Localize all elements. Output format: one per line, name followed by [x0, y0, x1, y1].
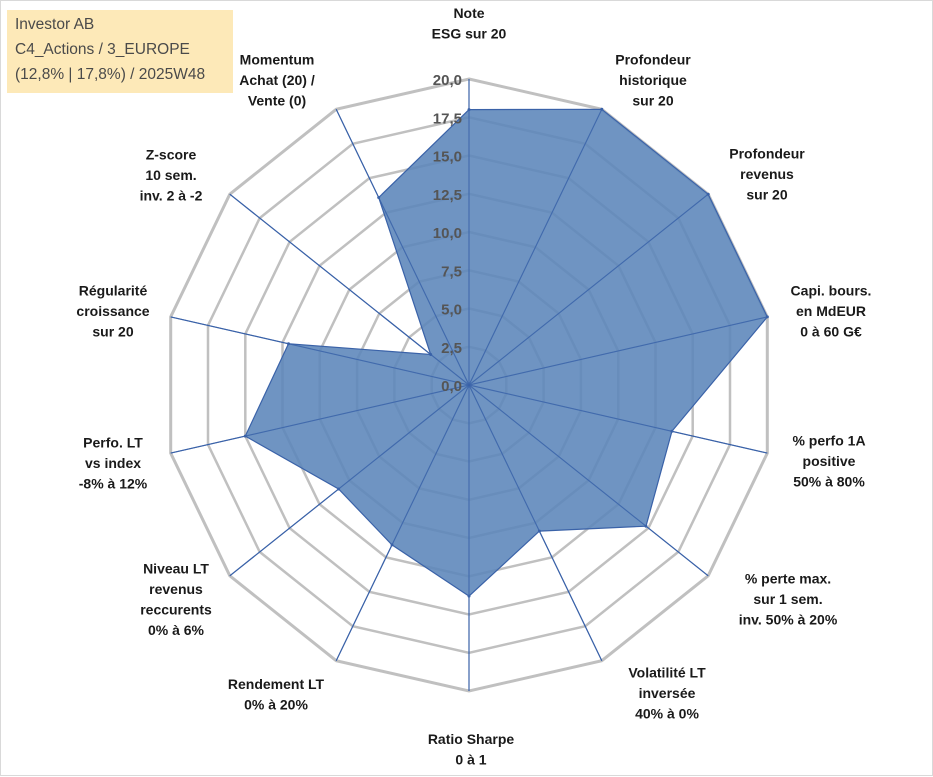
company-name: Investor AB	[15, 16, 95, 33]
axis-label-5: % perte max. sur 1 sem. inv. 50% à 20%	[739, 571, 838, 628]
axis-label-13-line-1: Achat (20) /	[239, 72, 315, 88]
series-area	[244, 108, 769, 597]
spoke-overlay-1	[468, 109, 603, 386]
spoke-overlay-5	[468, 384, 709, 577]
spoke-overlay-10	[170, 384, 470, 454]
spoke-overlay-4	[468, 384, 768, 454]
axis-label-13: Momentum Achat (20) / Vente (0)	[239, 52, 315, 109]
spoke-overlay-13	[335, 109, 470, 386]
axis-label-3-line-0: Capi. bours.	[791, 283, 872, 299]
axis-label-12-line-1: 10 sem.	[145, 167, 196, 183]
tick-label-layer: 0,0 2,5 5,0 7,5 10,0 12,5 15,0 17,5 20,0	[433, 72, 462, 395]
axis-label-6-line-2: 40% à 0%	[635, 706, 699, 722]
series-layer	[243, 107, 769, 598]
tick-label-5: 12,5	[433, 187, 462, 204]
tick-label-7: 17,5	[433, 110, 462, 127]
period-label: (12,8% | 17,8%) / 2025W48	[15, 66, 206, 83]
axis-label-1: Profondeur historique sur 20	[615, 52, 691, 109]
tick-label-4: 10,0	[433, 225, 462, 242]
axis-label-9-line-1: revenus	[149, 581, 203, 597]
axis-label-13-line-2: Vente (0)	[248, 93, 306, 109]
tick-label-6: 15,0	[433, 149, 462, 166]
spoke-overlay-12	[229, 193, 470, 386]
axis-label-13-line-0: Momentum	[240, 52, 315, 68]
axis-label-10-line-2: -8% à 12%	[79, 476, 148, 492]
axis-label-8-line-1: 0% à 20%	[244, 696, 308, 712]
axis-label-layer: Note ESG sur 20 Profondeur historique sur 20…	[76, 5, 872, 768]
spoke-overlay-11	[170, 316, 470, 386]
spoke-overlay-6	[468, 384, 603, 661]
spoke-overlay-8	[335, 384, 470, 661]
axis-label-4-line-2: 50% à 80%	[793, 474, 865, 490]
axis-label-1-line-0: Profondeur	[615, 52, 691, 68]
axis-label-12-line-2: inv. 2 à -2	[140, 188, 203, 204]
axis-label-4-line-0: % perfo 1A	[792, 433, 865, 449]
axis-label-11-line-2: sur 20	[92, 324, 133, 340]
axis-label-7-line-0: Ratio Sharpe	[428, 731, 515, 747]
axis-label-6: Volatilité LT inversée 40% à 0%	[628, 665, 706, 722]
axis-label-2-line-2: sur 20	[746, 187, 787, 203]
axis-label-5-line-0: % perte max.	[745, 571, 831, 587]
axis-label-7: Ratio Sharpe 0 à 1	[428, 731, 515, 768]
axis-label-11: Régularité croissance sur 20	[76, 283, 149, 340]
axis-label-5-line-1: sur 1 sem.	[753, 591, 822, 607]
axis-label-3: Capi. bours. en MdEUR 0 à 60 G€	[791, 283, 872, 340]
axis-label-6-line-0: Volatilité LT	[628, 665, 706, 681]
spoke-overlay-2	[468, 193, 709, 386]
axis-label-7-line-1: 0 à 1	[455, 751, 486, 767]
axis-label-9-line-3: 0% à 6%	[148, 622, 205, 638]
axis-label-11-line-1: croissance	[76, 303, 149, 319]
category-label: C4_Actions / 3_EUROPE	[15, 41, 190, 58]
axis-label-12-line-0: Z-score	[146, 147, 197, 163]
axis-label-5-line-2: inv. 50% à 20%	[739, 612, 838, 628]
axis-label-0-line-1: ESG sur 20	[432, 25, 507, 41]
axis-label-0-line-0: Note	[453, 5, 484, 21]
axis-label-3-line-2: 0 à 60 G€	[800, 324, 862, 340]
axis-label-9-line-2: reccurents	[140, 601, 212, 617]
tick-label-2: 5,0	[441, 302, 462, 319]
tick-label-3: 7,5	[441, 263, 462, 280]
axis-label-10-line-1: vs index	[85, 455, 141, 471]
axis-label-6-line-1: inversée	[639, 685, 696, 701]
spoke-overlay-3	[468, 316, 768, 386]
axis-label-2-line-0: Profondeur	[729, 146, 805, 162]
axis-label-4-line-1: positive	[803, 453, 856, 469]
axis-label-3-line-1: en MdEUR	[796, 303, 866, 319]
axis-label-9: Niveau LT revenus reccurents 0% à 6%	[140, 560, 212, 638]
axis-label-11-line-0: Régularité	[79, 283, 148, 299]
info-box: Investor AB C4_Actions / 3_EUROPE (12,8%…	[7, 10, 233, 93]
tick-label-8: 20,0	[433, 72, 462, 89]
spoke-overlay-9	[229, 384, 470, 577]
tick-label-1: 2,5	[441, 340, 462, 357]
spoke-top-layer	[170, 79, 768, 691]
axis-label-2-line-1: revenus	[740, 166, 794, 182]
axis-label-4: % perfo 1A positive 50% à 80%	[792, 433, 865, 490]
axis-label-8: Rendement LT 0% à 20%	[228, 676, 325, 713]
axis-label-8-line-0: Rendement LT	[228, 676, 325, 692]
axis-label-10-line-0: Perfo. LT	[83, 435, 143, 451]
axis-label-9-line-0: Niveau LT	[143, 560, 209, 576]
axis-label-2: Profondeur revenus sur 20	[729, 146, 805, 203]
axis-label-1-line-2: sur 20	[632, 93, 673, 109]
axis-label-10: Perfo. LT vs index -8% à 12%	[79, 435, 148, 492]
axis-label-1-line-1: historique	[619, 72, 687, 88]
axis-label-0: Note ESG sur 20	[432, 5, 507, 42]
axis-label-12: Z-score 10 sem. inv. 2 à -2	[140, 147, 203, 204]
tick-label-0: 0,0	[441, 378, 462, 395]
